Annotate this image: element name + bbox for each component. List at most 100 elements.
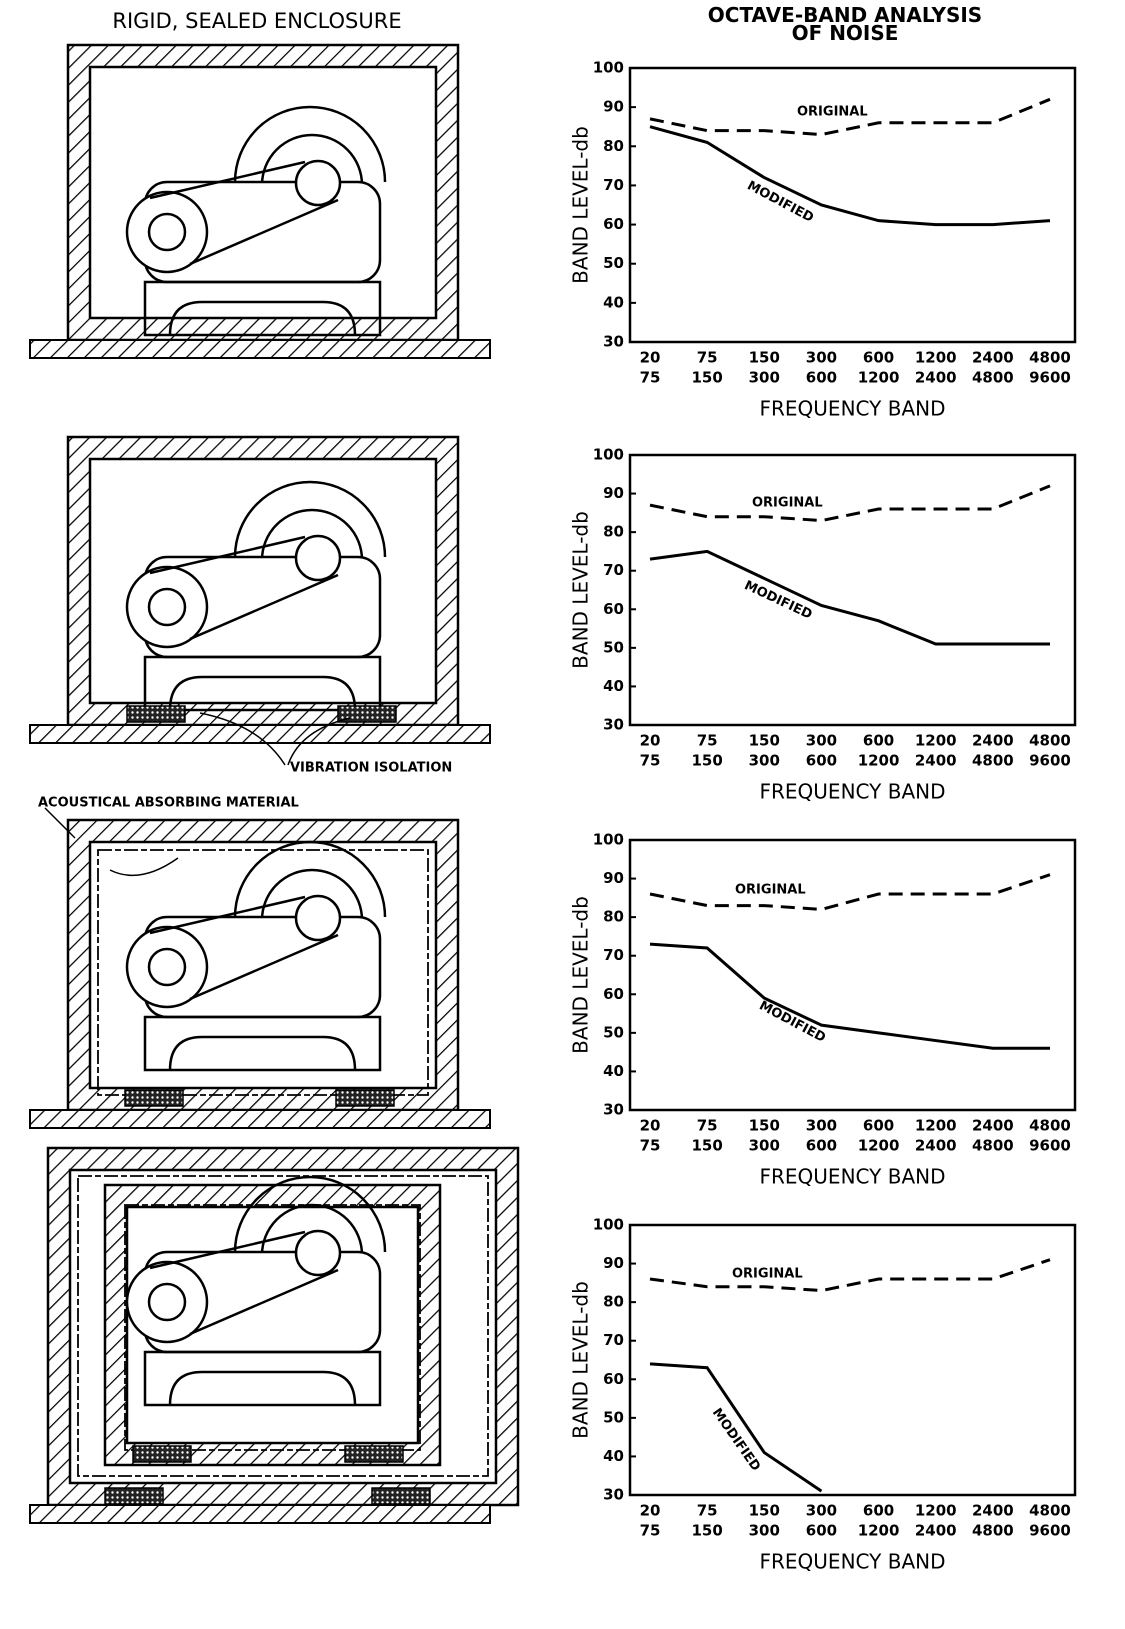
- series-label: ORIGINAL: [732, 1267, 803, 1282]
- y-tick-label: 90: [603, 98, 624, 116]
- pulley: [294, 534, 342, 582]
- machine-arch: [168, 1035, 357, 1071]
- isolation-pad: [371, 1487, 431, 1505]
- y-tick-label: 30: [603, 333, 624, 351]
- x-tick-label: 300: [806, 732, 837, 750]
- y-tick-label: 40: [603, 293, 624, 311]
- x-axis-label: FREQUENCY BAND: [760, 397, 946, 421]
- x-tick-label: 75: [697, 1117, 718, 1135]
- machine-arch: [168, 1370, 357, 1406]
- isolation-pad: [344, 1445, 404, 1463]
- x-tick-label: 9600: [1029, 1137, 1071, 1155]
- x-tick-label: 20: [640, 1502, 661, 1520]
- x-tick-label: 150: [749, 732, 780, 750]
- y-tick-label: 100: [593, 59, 624, 77]
- x-tick-label: 1200: [858, 752, 900, 770]
- x-tick-label: 9600: [1029, 1522, 1071, 1540]
- series-label: ORIGINAL: [797, 105, 868, 120]
- flywheel-inner: [260, 1203, 364, 1256]
- machine-base: [143, 655, 382, 712]
- isolation-pad: [335, 1089, 395, 1107]
- pulley: [294, 159, 342, 207]
- series-line: [649, 942, 1050, 1050]
- motor-pulley-inner: [147, 212, 187, 252]
- x-tick-label: 300: [749, 1522, 780, 1540]
- x-tick-label: 600: [863, 1502, 894, 1520]
- series-line: [649, 549, 1050, 646]
- motor-pulley: [125, 190, 209, 274]
- motor-pulley-inner: [147, 947, 187, 987]
- x-tick-label: 1200: [858, 1522, 900, 1540]
- diagram-title: RIGID, SEALED ENCLOSURE: [112, 9, 401, 33]
- x-tick-label: 9600: [1029, 752, 1071, 770]
- belt: [189, 1268, 339, 1336]
- series-line: [649, 125, 1051, 227]
- y-tick-label: 30: [603, 716, 624, 734]
- y-tick-label: 60: [603, 985, 624, 1003]
- machine: [125, 105, 387, 337]
- belt: [189, 573, 339, 641]
- y-tick-label: 70: [603, 561, 624, 579]
- belt: [189, 933, 339, 1001]
- y-axis-label: BAND LEVEL-db: [569, 511, 593, 669]
- machine: [125, 480, 387, 712]
- x-tick-label: 600: [863, 349, 894, 367]
- absorbing-material: [124, 1204, 421, 1451]
- y-tick-label: 80: [603, 1293, 624, 1311]
- series-line: [649, 1362, 823, 1493]
- y-tick-label: 40: [603, 677, 624, 695]
- flywheel-inner: [260, 508, 364, 561]
- x-tick-label: 75: [640, 1137, 661, 1155]
- flywheel: [233, 1175, 387, 1253]
- plot-frame: [628, 66, 1077, 344]
- x-tick-label: 1200: [858, 1137, 900, 1155]
- y-tick-label: 70: [603, 176, 624, 194]
- x-tick-label: 150: [749, 1117, 780, 1135]
- y-tick-label: 90: [603, 869, 624, 887]
- x-tick-label: 1200: [915, 1117, 957, 1135]
- motor-pulley-inner: [147, 1282, 187, 1322]
- belt: [149, 1230, 306, 1270]
- x-tick-label: 150: [749, 1502, 780, 1520]
- x-tick-label: 4800: [972, 369, 1014, 387]
- x-tick-label: 75: [697, 349, 718, 367]
- pulley: [294, 894, 342, 942]
- y-tick-label: 80: [603, 908, 624, 926]
- y-tick-label: 80: [603, 523, 624, 541]
- x-tick-label: 2400: [915, 1137, 957, 1155]
- series-line: [649, 1258, 1051, 1293]
- y-tick-label: 50: [603, 1023, 624, 1041]
- x-tick-label: 75: [640, 1522, 661, 1540]
- x-tick-label: 4800: [972, 1522, 1014, 1540]
- y-tick-label: 30: [603, 1101, 624, 1119]
- y-tick-label: 40: [603, 1447, 624, 1465]
- x-tick-label: 300: [806, 349, 837, 367]
- series-label: ORIGINAL: [752, 496, 823, 511]
- y-tick-label: 50: [603, 1408, 624, 1426]
- series-line: [649, 484, 1051, 523]
- x-tick-label: 4800: [972, 752, 1014, 770]
- flywheel-inner: [260, 868, 364, 921]
- y-tick-label: 60: [603, 600, 624, 618]
- flywheel: [233, 105, 387, 183]
- x-tick-label: 600: [806, 752, 837, 770]
- machine-arch: [168, 300, 357, 336]
- motor-pulley-inner: [147, 587, 187, 627]
- x-tick-label: 4800: [1029, 1117, 1071, 1135]
- belt: [149, 160, 306, 200]
- x-axis-label: FREQUENCY BAND: [760, 1165, 946, 1189]
- y-axis-label: BAND LEVEL-db: [569, 1281, 593, 1439]
- x-tick-label: 2400: [915, 752, 957, 770]
- series-line: [649, 97, 1051, 137]
- flywheel-inner: [260, 133, 364, 186]
- absorbing-material: [97, 849, 429, 1096]
- motor-pulley: [125, 925, 209, 1009]
- flywheel: [233, 480, 387, 558]
- machine: [125, 1175, 387, 1407]
- y-tick-label: 60: [603, 215, 624, 233]
- y-tick-label: 70: [603, 946, 624, 964]
- plot-frame: [628, 1223, 1077, 1497]
- y-axis-label: BAND LEVEL-db: [569, 126, 593, 284]
- machine-base: [143, 280, 382, 337]
- x-tick-label: 1200: [915, 1502, 957, 1520]
